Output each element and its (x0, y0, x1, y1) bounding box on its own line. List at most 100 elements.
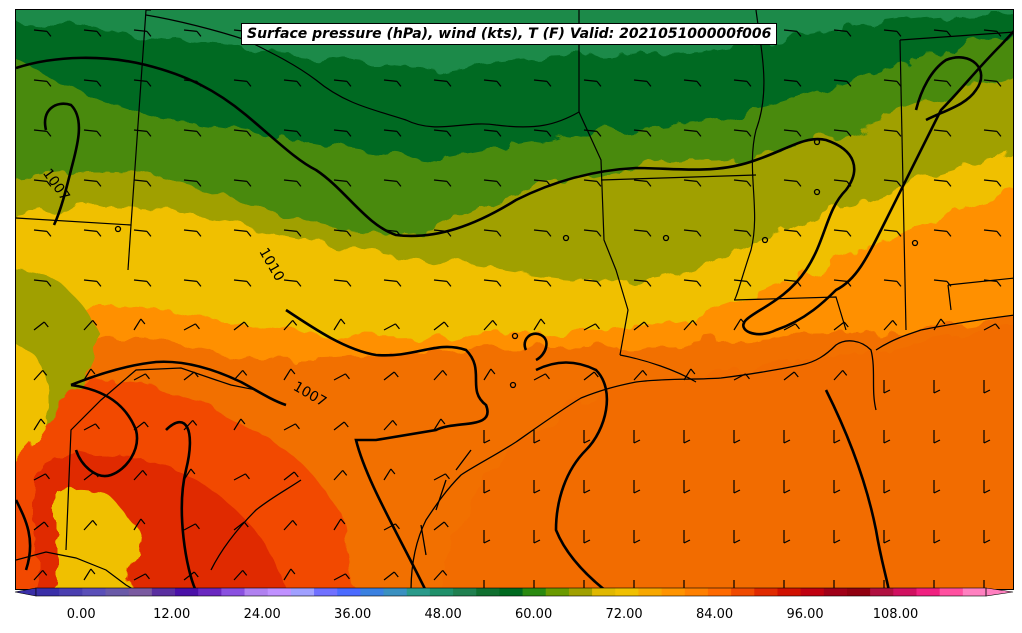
wind-barb (983, 29, 997, 32)
wind-barb (883, 319, 894, 331)
wind-barb-flag (446, 130, 452, 137)
wind-barb (133, 279, 147, 282)
wind-barb-flag (343, 421, 349, 428)
wind-barb-flag (646, 130, 652, 137)
wind-barb-flag (683, 439, 691, 444)
colorbar-cell (244, 588, 269, 596)
wind-barb (633, 321, 645, 331)
wind-barb (583, 229, 597, 232)
wind-barb-flag (483, 489, 491, 494)
colorbar (14, 587, 1014, 597)
colorbar-cell (638, 588, 663, 596)
wind-barb-flag (496, 180, 502, 187)
colorbar-cell (754, 588, 778, 596)
wind-barb-flag (96, 230, 102, 237)
wind-barb (283, 129, 297, 132)
wind-barb (383, 468, 392, 481)
coastline (210, 314, 1013, 589)
wind-barb-flag (446, 230, 452, 237)
wind-barb-flag (983, 439, 991, 444)
wind-barb-flag (842, 369, 848, 376)
wind-barb-flag (290, 368, 296, 375)
wind-barb (183, 179, 197, 182)
wind-barb (733, 179, 747, 182)
colorbar-cell (476, 588, 500, 596)
wind-barb-flag (642, 369, 648, 376)
wind-barb (133, 318, 142, 331)
wind-barb-flag (783, 539, 791, 544)
wind-barb-flag (646, 180, 652, 187)
wind-barb-flag (633, 439, 641, 444)
wind-barb-flag (683, 489, 691, 494)
wind-barb-flag (646, 280, 652, 287)
wind-barb (333, 229, 347, 232)
colorbar-cell (314, 588, 338, 596)
colorbar-cell (731, 588, 755, 596)
wind-barb (333, 318, 342, 331)
wind-barb (83, 179, 97, 182)
wind-barb-flag (346, 130, 352, 137)
colorbar-tick-label: 36.00 (334, 607, 372, 622)
wind-barb-flag (546, 130, 552, 137)
wind-barb-flag (996, 280, 1002, 287)
wind-barb-flag (583, 539, 591, 544)
wind-barb (283, 368, 292, 381)
wind-barb-flag (633, 539, 641, 544)
wind-barb-flag (96, 280, 102, 287)
wind-barb-flag (193, 371, 199, 378)
wind-barb-flag (896, 80, 902, 87)
wind-barb-flag (746, 180, 752, 187)
wind-barb-flag (42, 369, 48, 376)
wind-barb-flag (46, 180, 52, 187)
wind-barb-flag (496, 80, 502, 87)
wind-barb-flag (696, 230, 702, 237)
wind-barb-flag (796, 80, 802, 87)
wind-barb (683, 179, 697, 182)
wind-barb-flag (696, 130, 702, 137)
wind-barb (83, 279, 97, 282)
wind-barb (133, 421, 145, 431)
wind-barb (833, 279, 847, 282)
wind-barb-flag (140, 318, 146, 325)
wind-barb-flag (440, 418, 446, 425)
wind-barb-flag (940, 318, 946, 325)
wind-barb (783, 179, 797, 182)
wind-barb-flag (196, 80, 202, 87)
wind-barb (233, 179, 247, 182)
wind-barb (233, 321, 245, 331)
colorbar-cell (777, 588, 802, 596)
wind-barb (433, 279, 447, 282)
wind-barb (583, 323, 596, 331)
wind-barb-flag (896, 230, 902, 237)
wind-barb (33, 179, 47, 182)
wind-barb-flag (846, 230, 852, 237)
wind-barb (433, 369, 444, 381)
wind-barb-flag (896, 30, 902, 37)
wind-barb (133, 373, 146, 381)
wind-barb-flag (896, 280, 902, 287)
wind-barb (383, 129, 397, 132)
colorbar-cell (823, 588, 848, 596)
wind-barb-flag (796, 280, 802, 287)
wind-barb (183, 323, 196, 331)
wind-barb (483, 279, 497, 282)
wind-barb-flag (296, 230, 302, 237)
map-title: Surface pressure (hPa), wind (kts), T (F… (241, 23, 778, 45)
wind-barb-flag (540, 318, 546, 325)
wind-barb-flag (140, 518, 146, 525)
colorbar-tick-label: 48.00 (424, 607, 462, 622)
wind-barb-flag (696, 180, 702, 187)
wind-barb (833, 369, 844, 381)
wind-barb (33, 521, 45, 531)
wind-barb (533, 373, 546, 381)
wind-barb (383, 179, 397, 182)
wind-barb-flag (546, 280, 552, 287)
isobars (16, 30, 1013, 589)
wind-barb-flag (633, 489, 641, 494)
wind-barb-flag (246, 80, 252, 87)
wind-barb-flag (533, 539, 541, 544)
wind-barb-flag (196, 230, 202, 237)
wind-barb (833, 79, 847, 82)
wind-barb (83, 471, 95, 481)
wind-barb (533, 318, 542, 331)
